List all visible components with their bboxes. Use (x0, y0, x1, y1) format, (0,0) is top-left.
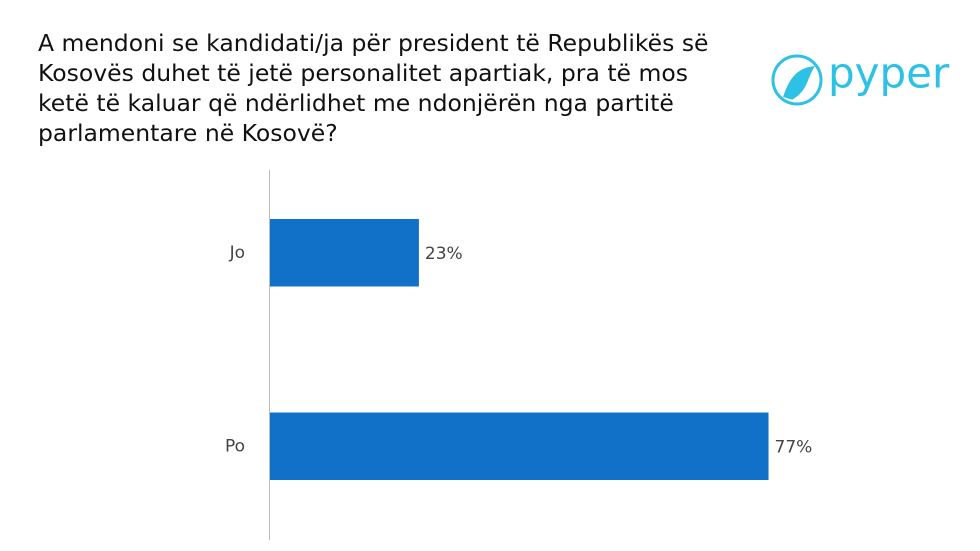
bar (270, 412, 769, 480)
y-tick-label: Po (225, 436, 245, 456)
y-tick-label: Jo (229, 243, 245, 263)
logo-text: pyper (828, 49, 950, 98)
bar (270, 219, 419, 287)
logo-icon (771, 54, 823, 106)
value-label: 23% (425, 244, 463, 264)
value-label: 77% (775, 437, 813, 457)
chart-title: A mendoni se kandidati/ja për president … (38, 29, 709, 147)
